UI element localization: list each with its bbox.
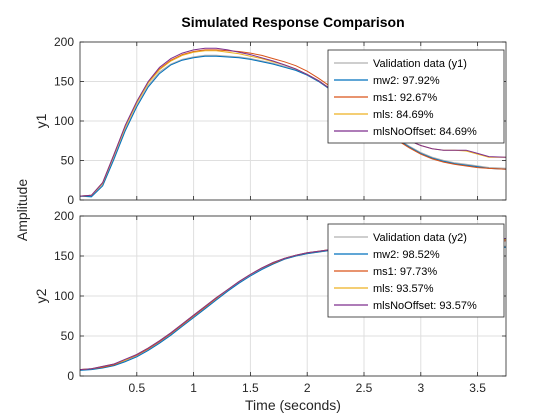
x-tick-label: 2.5 bbox=[356, 381, 373, 395]
legend: Validation data (y1) mw2: 97.92% ms1: 92.6… bbox=[327, 49, 505, 144]
y-tick-label: 200 bbox=[54, 35, 74, 49]
x-tick-label: 1 bbox=[190, 381, 197, 395]
top-panel-y1: 0 50 100 150 200 y1 Validation data (y1) mw2: 9… bbox=[33, 35, 507, 207]
x-tick-label: 2 bbox=[304, 381, 311, 395]
y-tick-label: 200 bbox=[54, 209, 74, 223]
x-axis-label: Time (seconds) bbox=[245, 397, 341, 413]
series-line-1 bbox=[80, 55, 506, 198]
y-axis-label: Amplitude bbox=[14, 179, 30, 241]
panel-y-label: y2 bbox=[33, 288, 49, 303]
chart-title: Simulated Response Comparison bbox=[181, 14, 404, 30]
legend-entry: mls: 93.57% bbox=[373, 283, 434, 295]
legend-entry: Validation data (y2) bbox=[373, 232, 467, 244]
y-tick-label: 50 bbox=[61, 329, 75, 343]
series-line-0 bbox=[80, 54, 506, 197]
legend-entry: ms1: 97.73% bbox=[373, 266, 437, 278]
y-tick-label: 50 bbox=[61, 154, 75, 168]
legend-entry: mlsNoOffset: 93.57% bbox=[373, 300, 477, 312]
legend-entry: mw2: 98.52% bbox=[373, 249, 440, 261]
y-tick-label: 150 bbox=[54, 249, 74, 263]
x-tick-label: 3.5 bbox=[469, 381, 486, 395]
series-line-2 bbox=[80, 49, 506, 197]
legend-entry: mls: 84.69% bbox=[373, 109, 434, 121]
x-tick-label: 3 bbox=[417, 381, 424, 395]
x-tick-label: 1.5 bbox=[242, 381, 259, 395]
series-group bbox=[80, 47, 506, 198]
legend-entry: mw2: 97.92% bbox=[373, 75, 440, 87]
x-tick-label: 0.5 bbox=[128, 381, 145, 395]
bottom-panel-y2: 0.5 1 1.5 2 2.5 3 3.5 0 50 100 150 200 y2 Validation … bbox=[33, 209, 507, 395]
y-tick-label: 100 bbox=[54, 289, 74, 303]
legend: Validation data (y2) mw2: 98.52% ms1: 97.7… bbox=[327, 223, 505, 318]
legend-entry: mlsNoOffset: 84.69% bbox=[373, 126, 477, 138]
legend-entry: Validation data (y1) bbox=[373, 58, 467, 70]
legend-entry: ms1: 92.67% bbox=[373, 92, 437, 104]
y-tick-label: 100 bbox=[54, 114, 74, 128]
y-tick-label: 150 bbox=[54, 75, 74, 89]
y-tick-label: 0 bbox=[67, 193, 74, 207]
series-line-4 bbox=[80, 47, 506, 197]
panel-y-label: y1 bbox=[33, 113, 49, 128]
y-tick-label: 0 bbox=[67, 369, 74, 383]
